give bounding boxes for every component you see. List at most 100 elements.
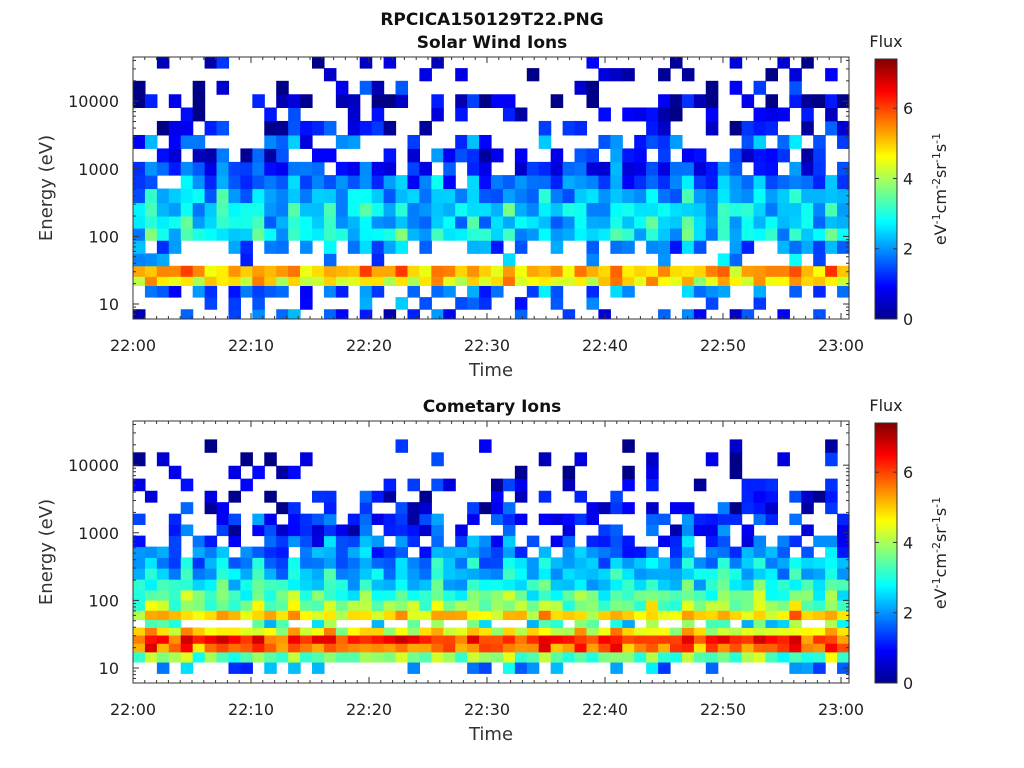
spectrogram-cell bbox=[562, 524, 576, 537]
spectrogram-cell bbox=[359, 557, 373, 569]
spectrogram-cell bbox=[371, 285, 385, 298]
spectrogram-cell bbox=[156, 643, 170, 653]
spectrogram-cell bbox=[383, 478, 397, 492]
spectrogram-cell bbox=[228, 662, 241, 674]
spectrogram-cell bbox=[371, 557, 385, 569]
spectrogram-cell bbox=[825, 619, 838, 629]
spectrogram-cell bbox=[681, 619, 695, 629]
spectrogram-cell bbox=[646, 589, 659, 601]
spectrogram-cell bbox=[419, 175, 432, 190]
spectrogram-cell bbox=[455, 610, 468, 621]
spectrogram-cell bbox=[550, 568, 564, 580]
spectrogram-cell bbox=[335, 579, 349, 591]
spectrogram-cell bbox=[216, 579, 230, 591]
spectrogram-cell bbox=[479, 216, 492, 229]
spectrogram-cell bbox=[825, 452, 838, 467]
spectrogram-cell bbox=[753, 188, 767, 204]
spectrogram-cell bbox=[670, 579, 683, 591]
y-tick-label: 10000 bbox=[68, 456, 119, 475]
spectrogram-cell bbox=[646, 161, 659, 176]
spectrogram-cell bbox=[837, 120, 850, 136]
spectrogram-cell bbox=[670, 276, 683, 287]
spectrogram-cell bbox=[741, 120, 755, 136]
spectrogram-cell bbox=[658, 643, 671, 653]
spectrogram-cell bbox=[765, 579, 778, 591]
spectrogram-cell bbox=[789, 94, 802, 108]
spectrogram-cell bbox=[777, 579, 790, 591]
spectrogram-cell bbox=[323, 635, 337, 644]
spectrogram-cell bbox=[252, 524, 265, 537]
spectrogram-cell bbox=[801, 240, 814, 254]
spectrogram-cell bbox=[825, 627, 838, 636]
spectrogram-cell bbox=[455, 643, 468, 653]
spectrogram-cell bbox=[323, 568, 337, 580]
spectrogram-cell bbox=[753, 490, 767, 503]
spectrogram-cell bbox=[693, 216, 707, 229]
spectrogram-cell bbox=[467, 635, 480, 644]
spectrogram-cell bbox=[681, 285, 695, 298]
spectrogram-cell bbox=[801, 568, 814, 580]
spectrogram-cell bbox=[705, 452, 719, 467]
spectrogram-cell bbox=[228, 568, 241, 580]
spectrogram-cell bbox=[634, 568, 647, 580]
spectrogram-cell bbox=[133, 627, 146, 636]
spectrogram-cell bbox=[431, 513, 444, 525]
spectrogram-cell bbox=[825, 439, 838, 453]
spectrogram-cell bbox=[479, 228, 492, 241]
spectrogram-cell bbox=[562, 557, 576, 569]
spectrogram-cell bbox=[347, 134, 361, 149]
spectrogram-cell bbox=[622, 651, 635, 663]
spectrogram-cell bbox=[705, 513, 719, 525]
spectrogram-cell bbox=[264, 546, 277, 558]
spectrogram-cell bbox=[789, 285, 802, 298]
spectrogram-cell bbox=[801, 557, 814, 569]
spectrogram-cell bbox=[144, 546, 158, 558]
spectrogram-cell bbox=[574, 120, 588, 136]
spectrogram-cell bbox=[622, 502, 635, 515]
spectrogram-cell bbox=[550, 148, 564, 163]
spectrogram-cell bbox=[502, 546, 516, 558]
spectrogram-cell bbox=[431, 478, 444, 492]
spectrogram-cell bbox=[825, 502, 838, 515]
spectrogram-cell bbox=[574, 610, 588, 621]
spectrogram-cell bbox=[431, 524, 444, 537]
spectrogram-cell bbox=[216, 524, 230, 537]
spectrogram-cell bbox=[658, 94, 671, 108]
spectrogram-cell bbox=[681, 276, 695, 287]
spectrogram-cell bbox=[825, 276, 838, 287]
spectrogram-cell bbox=[204, 635, 218, 644]
spectrogram-cell bbox=[276, 535, 289, 548]
spectrogram-cell bbox=[300, 651, 313, 663]
spectrogram-cell bbox=[693, 188, 707, 204]
spectrogram-cell bbox=[801, 600, 814, 611]
colorbar-tick-label: 4 bbox=[903, 169, 913, 188]
spectrogram-cell bbox=[574, 600, 588, 611]
spectrogram-cell bbox=[419, 490, 432, 503]
spectrogram-cell bbox=[419, 610, 432, 621]
spectrogram-cell bbox=[610, 202, 623, 217]
spectrogram-cell bbox=[252, 265, 265, 277]
spectrogram-cell bbox=[562, 309, 576, 320]
spectrogram-cell bbox=[455, 68, 468, 82]
colorbar-units-solar-wind: eV-1cm-2sr-1s-1 bbox=[930, 133, 950, 245]
spectrogram-cell bbox=[431, 643, 444, 653]
spectrogram-cell bbox=[323, 513, 337, 525]
spectrogram-cell bbox=[491, 651, 504, 663]
spectrogram-cell bbox=[300, 535, 313, 548]
spectrogram-cell bbox=[323, 524, 337, 537]
spectrogram-cell bbox=[550, 216, 564, 229]
spectrogram-cell bbox=[526, 579, 540, 591]
spectrogram-cell bbox=[502, 216, 516, 229]
spectrogram-cell bbox=[729, 627, 743, 636]
spectrogram-cell bbox=[610, 276, 623, 287]
spectrogram-cell bbox=[288, 134, 301, 149]
spectrogram-cell bbox=[264, 228, 277, 241]
spectrogram-cell bbox=[431, 546, 444, 558]
spectrogram-cell bbox=[431, 610, 444, 621]
spectrogram-cell bbox=[323, 502, 337, 515]
spectrogram-cell bbox=[347, 175, 361, 190]
spectrogram-cell bbox=[156, 635, 170, 644]
spectrogram-cell bbox=[395, 643, 409, 653]
spectrogram-cell bbox=[467, 568, 480, 580]
